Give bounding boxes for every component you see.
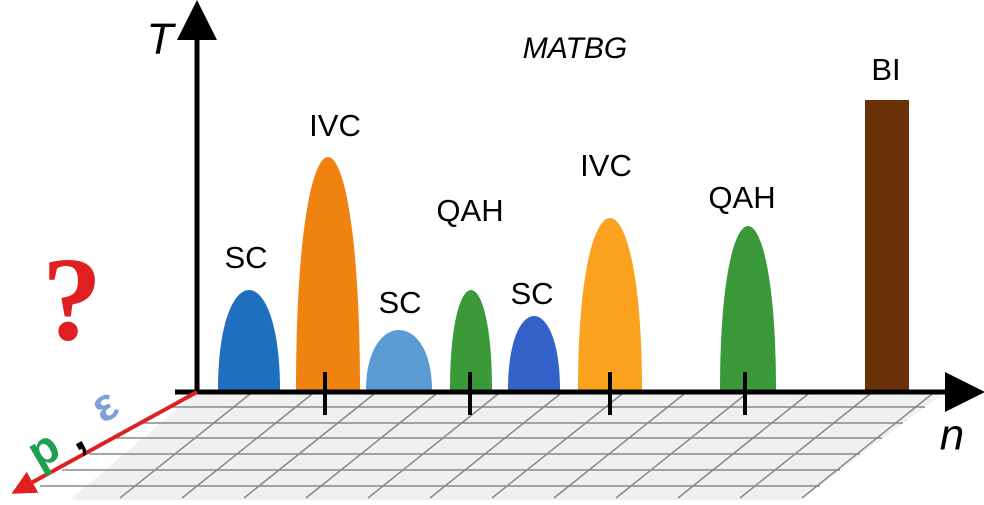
- phase-label: IVC: [309, 108, 361, 143]
- bi-bar: [865, 100, 909, 390]
- phase-label: SC: [378, 285, 421, 320]
- phase-label: SC: [510, 276, 553, 311]
- diagram: T n MATBG ? p , ε SC IVC SC QAH SC IVC Q…: [0, 0, 984, 505]
- phase-dome: [720, 226, 776, 390]
- phase-label: QAH: [708, 180, 775, 215]
- y-axis-label: T: [147, 15, 177, 64]
- phase-label: IVC: [580, 148, 632, 183]
- depth-label-p: p: [18, 419, 68, 478]
- phase-dome: [508, 316, 560, 390]
- x-axis-label: n: [940, 411, 964, 460]
- phase-dome: [366, 330, 432, 390]
- phase-dome: [218, 290, 280, 390]
- phase-label: SC: [224, 240, 267, 275]
- phase-label: BI: [871, 52, 900, 87]
- phase-domes: [218, 157, 776, 390]
- page: {"title": "MATBG", "axes": {"y": "T", "x…: [0, 0, 984, 505]
- title: MATBG: [523, 32, 627, 65]
- depth-label-eps: ε: [82, 377, 127, 433]
- grid-plane: [40, 392, 945, 500]
- phase-dome: [296, 157, 360, 390]
- phase-dome: [578, 218, 642, 390]
- phase-label: QAH: [436, 193, 503, 228]
- question-mark: ?: [42, 233, 102, 366]
